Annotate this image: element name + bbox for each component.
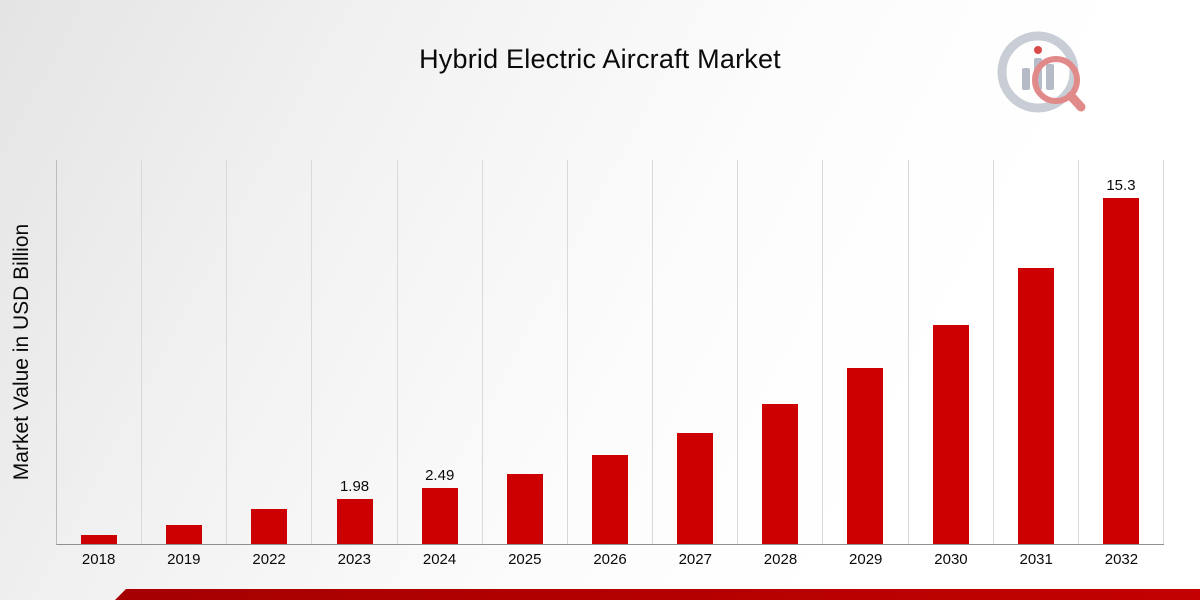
plot-column-2019 (142, 160, 228, 544)
plot-area: 1.98 2.49 15.3 (56, 160, 1165, 545)
y-axis-label: Market Value in USD Billion (10, 223, 33, 481)
x-tick-label-2029: 2029 (849, 551, 883, 568)
bar-chart-magnifier-logo-icon (997, 31, 1086, 113)
bar-2029 (847, 367, 884, 544)
x-tick-label-2025: 2025 (508, 551, 542, 568)
x-tick-label-2022: 2022 (252, 551, 286, 568)
x-tick-label-2019: 2019 (167, 551, 201, 568)
bar-2032 (1102, 198, 1139, 544)
plot-column-2032: 15.3 (1079, 160, 1165, 544)
bar-2023 (336, 499, 373, 544)
x-tick-label-2024: 2024 (422, 551, 457, 568)
plot-column-2023: 1.98 (312, 160, 398, 544)
x-tick-label-2031: 2031 (1019, 551, 1053, 568)
bottom-accent-bar (115, 589, 1200, 600)
x-tick-label-2027: 2027 (678, 551, 712, 568)
bar-value-label-2023: 1.98 (339, 478, 370, 496)
brand-logo (996, 28, 1088, 116)
x-tick-label-2032: 2032 (1104, 551, 1139, 568)
bar-2027 (677, 433, 714, 544)
bar-2031 (1017, 268, 1054, 544)
plot-column-2027 (653, 160, 739, 544)
x-tick-label-2023: 2023 (337, 551, 371, 568)
x-tick-label-2030: 2030 (934, 551, 968, 568)
bar-2024 (421, 487, 458, 544)
bar-value-label-2032: 15.3 (1106, 177, 1136, 195)
plot-column-2031 (994, 160, 1079, 544)
plot-column-2018 (57, 160, 143, 544)
bar-2026 (592, 454, 629, 544)
plot-column-2029 (823, 160, 909, 544)
plot-column-2026 (568, 160, 654, 544)
bar-2019 (166, 524, 203, 544)
bar-2028 (762, 403, 799, 544)
bar-2018 (81, 534, 118, 544)
plot-column-2024: 2.49 (398, 160, 483, 544)
chart-title: Hybrid Electric Aircraft Market (419, 44, 781, 74)
plot-column-2030 (909, 160, 994, 544)
bar-2022 (251, 509, 288, 544)
plot-column-2022 (227, 160, 313, 544)
plot-column-2025 (483, 160, 568, 544)
bar-2025 (506, 473, 543, 544)
x-axis-tick-row: 2018 2019 2022 2023 2024 2025 2026 2027 2028 2029… (56, 551, 1164, 568)
x-tick-label-2028: 2028 (763, 551, 798, 568)
bar-value-label-2024: 2.49 (425, 466, 455, 484)
plot-column-2028 (738, 160, 824, 544)
x-tick-label-2018: 2018 (81, 551, 116, 568)
bar-2030 (932, 324, 969, 544)
x-tick-label-2026: 2026 (593, 551, 627, 568)
